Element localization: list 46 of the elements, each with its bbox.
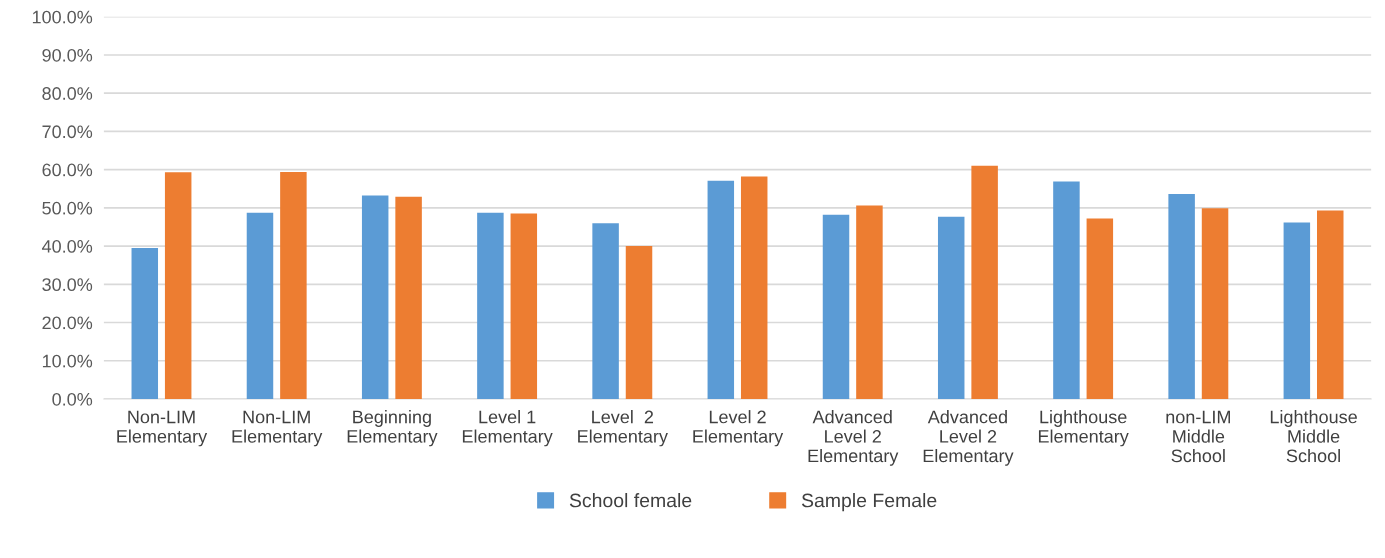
- y-tick-label: 40.0%: [41, 240, 93, 253]
- x-tick-label: Advanced Level 2 Elementary: [923, 410, 1014, 466]
- bar: [707, 180, 735, 399]
- bar: [625, 246, 653, 399]
- bar: [740, 176, 768, 399]
- x-tick-label: Beginning Elementary: [347, 410, 438, 447]
- y-tick-label: 50.0%: [42, 201, 93, 215]
- y-tick-label: 0.0%: [52, 392, 93, 406]
- legend-label: Sample Female: [801, 493, 937, 512]
- y-tick-label: 30.0%: [42, 278, 93, 292]
- y-tick-label: 90.0%: [42, 48, 93, 62]
- bar: [1086, 218, 1114, 399]
- bar: [971, 165, 998, 399]
- x-tick-label: Level 1 Elementary: [462, 410, 553, 447]
- bar: [361, 195, 389, 399]
- bar: [395, 196, 422, 399]
- x-tick-label: Level 2 Elementary: [693, 410, 784, 447]
- bar: [1053, 181, 1080, 399]
- bar: [477, 212, 504, 399]
- y-tick-label: 20.0%: [42, 316, 93, 330]
- y-tick-label: 10.0%: [42, 354, 93, 368]
- x-tick-label: Advanced Level 2 Elementary: [808, 410, 899, 466]
- x-tick-label: non-LIM Middle School: [1166, 410, 1230, 463]
- x-tick-label: Lighthouse Middle School: [1270, 410, 1357, 463]
- legend-label: School female: [569, 493, 692, 508]
- x-tick-label: Non-LIM Elementary: [232, 410, 323, 447]
- bar: [164, 172, 192, 399]
- bar: [1283, 222, 1311, 399]
- bar: [822, 214, 850, 399]
- bar: [246, 212, 274, 399]
- x-tick-label: Level 2 Elementary: [578, 410, 668, 447]
- y-tick-label: 80.0%: [42, 87, 93, 100]
- bar: [131, 247, 159, 399]
- bar: [592, 223, 619, 399]
- bar: [1168, 194, 1195, 399]
- bar: [937, 216, 965, 399]
- bar: [280, 171, 307, 399]
- x-tick-label: Lighthouse Elementary: [1038, 410, 1129, 447]
- y-tick-label: 60.0%: [42, 163, 93, 177]
- bar: [510, 213, 538, 399]
- y-tick-label: 70.0%: [42, 125, 93, 139]
- y-tick-label: 100.0%: [32, 10, 93, 24]
- x-tick-label: Non-LIM Elementary: [117, 410, 208, 447]
- bar: [856, 205, 883, 399]
- bar: [1201, 208, 1229, 399]
- bar: [1317, 210, 1344, 399]
